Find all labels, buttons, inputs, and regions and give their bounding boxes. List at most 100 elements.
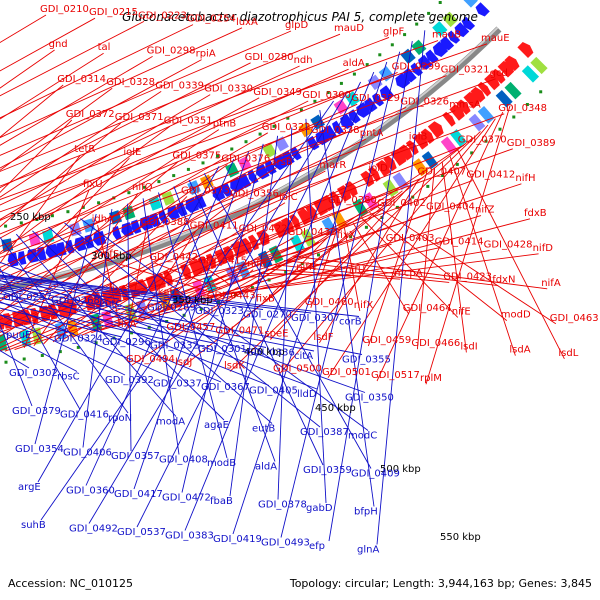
gc-tick-inner <box>272 124 276 128</box>
reverse-gene-label: lldD <box>297 389 317 400</box>
forward-gene-feature <box>297 208 311 226</box>
reverse-gene-feature <box>440 35 455 51</box>
reverse-label-connector <box>88 91 348 524</box>
reverse-gene-feature <box>348 109 361 124</box>
forward-gene-feature <box>477 81 492 97</box>
reverse-gene-feature <box>221 182 233 197</box>
forward-gene-label: gcd <box>490 68 508 79</box>
forward-label-connector <box>257 272 352 277</box>
cog-category-block <box>378 66 394 82</box>
forward-gene-label: lsdI <box>460 341 477 352</box>
forward-label-connector <box>0 65 300 206</box>
forward-label-connector <box>239 269 254 282</box>
forward-gene-label: iolD <box>368 163 388 174</box>
reverse-gene-feature <box>432 41 449 57</box>
reverse-gene-label: GDI_0350 <box>345 393 394 404</box>
reverse-label-connector <box>0 314 126 376</box>
reverse-label-connector <box>0 314 75 334</box>
forward-gene-label: GDI_0414 <box>435 236 484 247</box>
gc-tick-inner <box>97 201 101 205</box>
forward-gene-label: GDI_0466 <box>411 338 460 349</box>
forward-label-connector <box>175 243 392 308</box>
gc-tick-outer <box>76 345 80 349</box>
reverse-label-connector <box>142 198 180 455</box>
gc-tick-outer <box>426 184 430 188</box>
reverse-gene-label: GDI_0296 <box>102 337 151 348</box>
forward-gene-label: glpD <box>285 20 308 31</box>
reverse-label-connector <box>0 279 270 386</box>
forward-label-connector <box>441 162 467 353</box>
cog-category-block <box>432 21 448 37</box>
forward-gene-label: GDI_0411 <box>190 220 239 231</box>
reverse-label-connector <box>0 276 216 307</box>
forward-label-connector <box>0 21 145 97</box>
reverse-gene-label: puuE <box>6 330 31 341</box>
forward-label-connector <box>156 237 294 314</box>
reverse-label-connector <box>0 323 33 407</box>
forward-gene-labels: GDI_0210 GDI_0215 GDI_0223 GDI_0254 luxA glpD… <box>40 4 599 384</box>
forward-gene-feature <box>427 121 444 139</box>
reverse-label-connector <box>0 301 174 379</box>
gc-tick-outer <box>250 286 254 290</box>
scale-label: 350 kbp <box>172 295 213 306</box>
forward-gene-label: GDI_0330 <box>204 84 253 95</box>
gc-tick-outer <box>333 244 337 248</box>
reverse-label-connector <box>319 110 375 507</box>
cog-category-block <box>161 190 176 206</box>
forward-label-connector <box>0 97 260 239</box>
forward-label-connector <box>261 237 328 305</box>
forward-label-connector <box>0 87 113 171</box>
reverse-label-connector <box>0 280 120 300</box>
gc-tick-outer <box>40 354 44 357</box>
reverse-gene-label: agaE <box>204 420 229 431</box>
reverse-label-connector <box>0 261 366 393</box>
forward-gene-feature <box>154 272 166 290</box>
gc-tick-outer <box>364 225 368 229</box>
genome-backbone-highlight <box>0 26 499 288</box>
reverse-label-connector <box>158 192 228 459</box>
forward-gene-label: GDI_0459 <box>362 335 411 346</box>
forward-gene-label: GDI_0215 <box>89 7 138 18</box>
forward-gene-label: tetR <box>74 144 95 155</box>
cog-category-block <box>333 99 349 115</box>
forward-gene-label: GDI_0339 <box>155 80 204 91</box>
accession-text: Accession: NC_010125 <box>8 577 133 590</box>
reverse-gene-labels: GDI_0257 GDI_0268 eutC GDI_0269 GDI_0323 GDI_… <box>3 292 400 556</box>
forward-gene-label: mmsA <box>449 100 481 111</box>
reverse-label-connector <box>48 226 273 424</box>
scale-label: 500 kbp <box>380 464 421 475</box>
gc-tick-inner <box>66 210 70 214</box>
reverse-label-connector <box>173 186 276 462</box>
forward-label-connector <box>203 253 539 297</box>
forward-label-connector <box>0 141 415 321</box>
reverse-gene-label: GDI_0355 <box>342 355 391 366</box>
gc-tick-outer <box>22 357 26 361</box>
reverse-gene-label: GDI_0367 <box>201 382 250 393</box>
forward-gene-feature <box>517 42 534 59</box>
forward-gene-label: GDI_0402 <box>377 198 426 209</box>
forward-gene-label: modD <box>501 310 531 321</box>
cog-category-block <box>362 192 379 211</box>
forward-gene-label: GDI_0500 <box>273 364 322 375</box>
forward-gene-label: GDI_0415 <box>198 255 247 266</box>
forward-label-connector <box>0 126 171 254</box>
forward-gene-label: GDI_0464 <box>403 303 452 314</box>
reverse-gene-feature <box>212 185 226 202</box>
gc-tick-inner <box>427 11 431 15</box>
forward-gene-label: lsdK <box>224 360 245 371</box>
reverse-gene-label: modB <box>207 458 236 469</box>
forward-gene-label: rpiA <box>196 49 216 60</box>
reverse-label-connector <box>40 100 334 521</box>
gc-tick-inner <box>157 180 161 184</box>
forward-gene-label: GDI_0300 <box>302 90 351 101</box>
reverse-gene-label: GDI_0409 <box>351 469 400 480</box>
forward-gene-label: GDI_0223 <box>138 10 187 21</box>
forward-gene-feature <box>360 170 375 187</box>
reverse-gene-label: gabD <box>306 503 333 514</box>
gc-tick-outer <box>199 307 203 311</box>
reverse-gene-label: GDI_0257 <box>3 292 52 303</box>
forward-gene-label: GDI_0373 <box>181 185 230 196</box>
forward-gene-label: GDI_0254 <box>187 14 236 25</box>
forward-gene-label: GDI_0403 <box>386 233 435 244</box>
